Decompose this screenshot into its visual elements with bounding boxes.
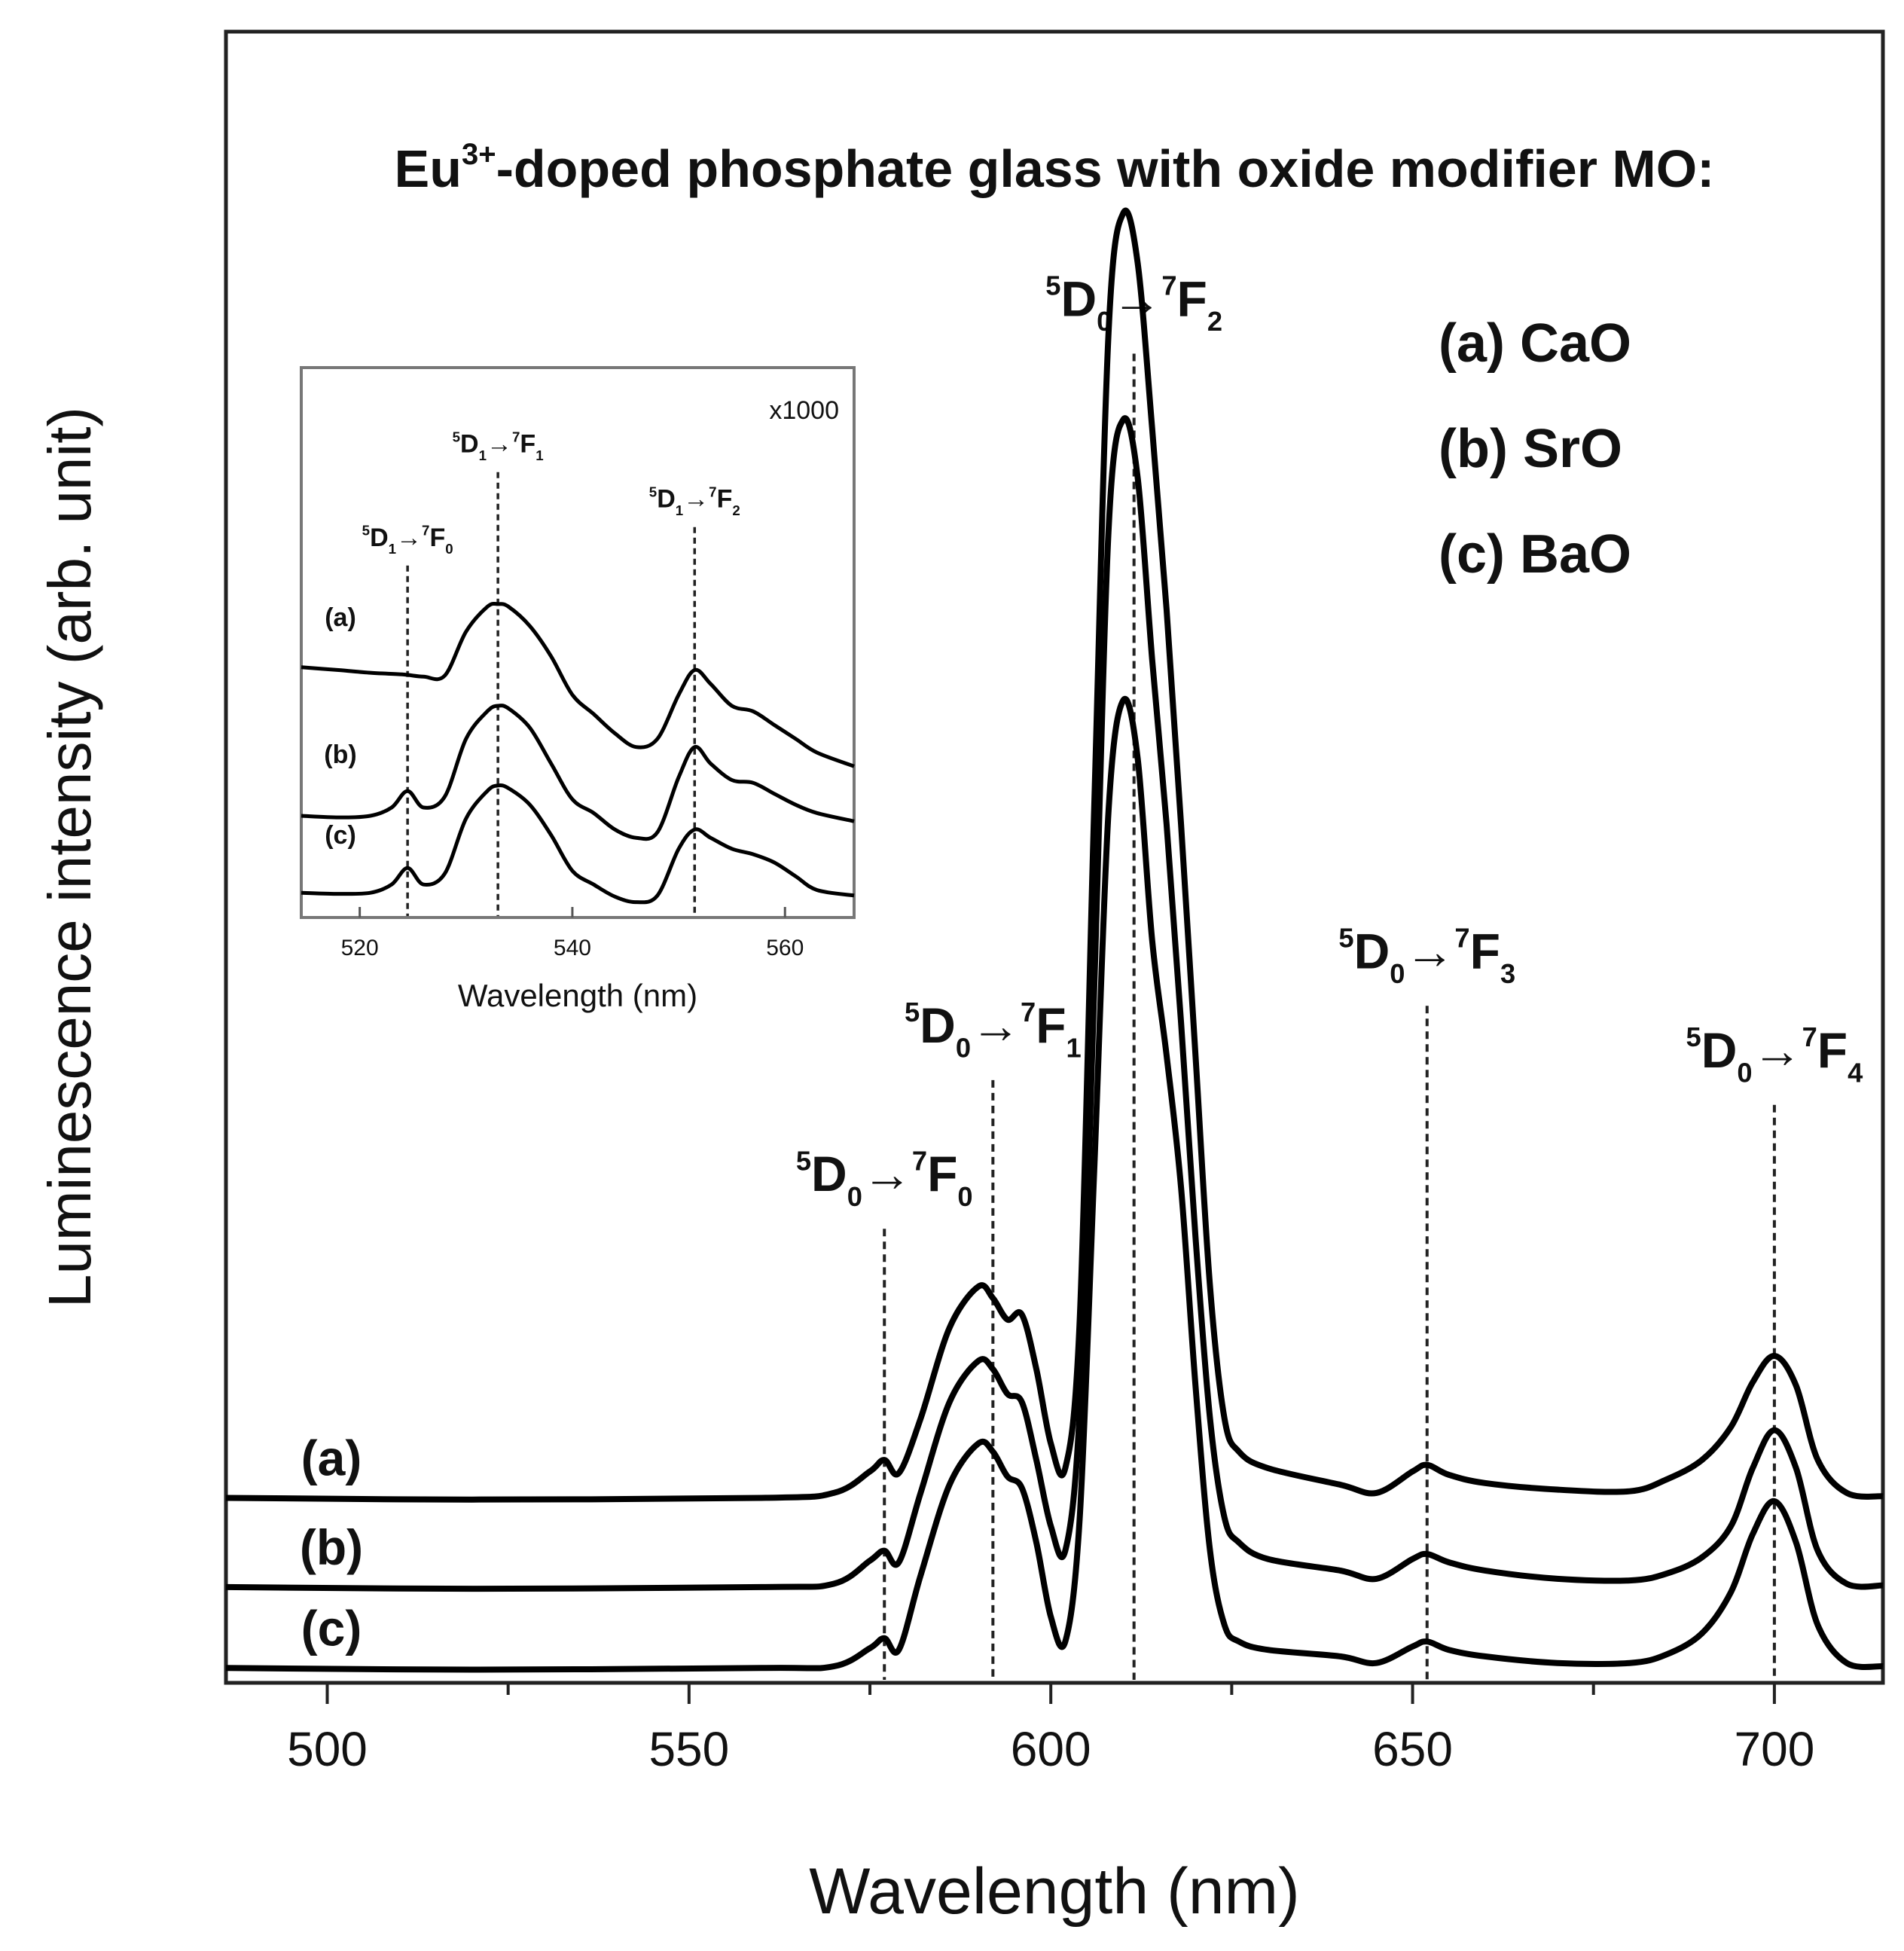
transition-label-part: 5 bbox=[1045, 270, 1060, 301]
transition-label-part: F bbox=[1036, 997, 1066, 1053]
transition-label-part: 3 bbox=[1500, 958, 1515, 989]
transition-label-part: → bbox=[396, 524, 422, 552]
transition-label-part: F bbox=[717, 485, 733, 514]
transition-label-part: 1 bbox=[389, 541, 396, 557]
transition-label-part: 0 bbox=[847, 1181, 862, 1212]
transition-label: 5D0→7F3 bbox=[1338, 923, 1515, 990]
transition-label-part: 1 bbox=[1066, 1033, 1082, 1064]
series-label: (a) bbox=[301, 1430, 362, 1485]
series-line-b bbox=[225, 415, 1884, 1592]
transition-label-part: D bbox=[370, 524, 389, 552]
transition-label-part: D bbox=[811, 1146, 847, 1201]
transition-label-part: F bbox=[520, 430, 536, 459]
transition-label-part: D bbox=[920, 997, 956, 1053]
inset-x-axis-label: Wavelength (nm) bbox=[458, 978, 697, 1013]
transition-label: 5D0→7F0 bbox=[796, 1145, 973, 1212]
inset-series-line-b bbox=[301, 704, 855, 841]
inset-transition-label: 5D1→7F0 bbox=[362, 523, 453, 557]
legend-entry: (a) CaO bbox=[1439, 313, 1631, 374]
transition-label-part: → bbox=[971, 997, 1021, 1053]
x-tick-label: 700 bbox=[1735, 1722, 1815, 1776]
transition-label-part: 0 bbox=[445, 541, 453, 557]
transition-label-part: 5 bbox=[1338, 923, 1353, 954]
transition-label-part: D bbox=[1060, 270, 1097, 326]
series-label: (b) bbox=[300, 1519, 363, 1575]
transition-label-part: 5 bbox=[649, 484, 657, 499]
transition-label-part: 0 bbox=[957, 1181, 972, 1212]
transition-label-part: 2 bbox=[732, 502, 740, 518]
transition-label-part: 5 bbox=[362, 523, 370, 539]
transition-label: 5D0→7F4 bbox=[1686, 1021, 1863, 1088]
transition-label-part: → bbox=[683, 485, 709, 514]
transition-label-part: 7 bbox=[1802, 1021, 1817, 1052]
transition-label-part: 0 bbox=[1737, 1058, 1752, 1088]
transition-label-part: → bbox=[1753, 1022, 1802, 1078]
inset-frame bbox=[300, 366, 856, 919]
x-axis-label: Wavelength (nm) bbox=[809, 1855, 1300, 1928]
transition-label-part: → bbox=[862, 1146, 912, 1201]
series-line-c bbox=[225, 695, 1884, 1673]
title-part: -doped phosphate glass with oxide modifi… bbox=[496, 139, 1715, 198]
transition-label-part: D bbox=[1701, 1022, 1738, 1078]
inset-x-tick-label: 560 bbox=[766, 936, 804, 960]
series-label: (c) bbox=[301, 1600, 362, 1656]
transition-label-part: 5 bbox=[1686, 1021, 1701, 1052]
transition-label-part: 0 bbox=[956, 1033, 971, 1064]
transition-label-part: 7 bbox=[709, 484, 716, 499]
inset-series-line-a bbox=[301, 601, 855, 768]
transition-label-part: F bbox=[927, 1146, 957, 1201]
inset-series-label: (c) bbox=[325, 821, 356, 850]
transition-label-part: 2 bbox=[1207, 306, 1222, 337]
transition-label-part: 5 bbox=[905, 997, 920, 1027]
x-tick-label: 500 bbox=[287, 1722, 368, 1776]
title-superscript: 3+ bbox=[462, 138, 496, 171]
transition-label-part: D bbox=[657, 485, 676, 514]
transition-label-part: 7 bbox=[1021, 997, 1036, 1027]
transition-label-part: 7 bbox=[1454, 923, 1469, 954]
inset-transition-label: 5D1→7F2 bbox=[649, 484, 740, 518]
transition-label-part: 5 bbox=[453, 429, 460, 444]
transition-label-part: F bbox=[1817, 1022, 1848, 1078]
inset-series-label: (b) bbox=[324, 740, 356, 769]
transition-label-part: → bbox=[1405, 923, 1454, 979]
inset-x-tick-label: 520 bbox=[341, 936, 379, 960]
inset-scale-note: x1000 bbox=[769, 396, 839, 425]
transition-label-part: 4 bbox=[1848, 1058, 1863, 1088]
y-axis-label: Luminescence intensity (arb. unit) bbox=[36, 407, 103, 1308]
transition-label-part: D bbox=[460, 430, 479, 459]
transition-label-part: F bbox=[1470, 923, 1500, 979]
inset-transition-label: 5D1→7F1 bbox=[453, 429, 544, 463]
transition-label-part: 1 bbox=[536, 447, 543, 463]
x-tick-label: 650 bbox=[1372, 1722, 1453, 1776]
transition-label-part: 1 bbox=[479, 447, 487, 463]
title-part: Eu bbox=[395, 139, 462, 198]
transition-label-part: → bbox=[487, 430, 512, 459]
transition-label-part: 0 bbox=[1390, 958, 1405, 989]
transition-label-part: F bbox=[429, 524, 445, 552]
transition-label-part: 7 bbox=[912, 1145, 927, 1176]
transition-label-part: F bbox=[1177, 270, 1207, 326]
legend-entry: (c) BaO bbox=[1439, 524, 1631, 585]
transition-label-part: 5 bbox=[796, 1145, 811, 1176]
transition-label-part: D bbox=[1354, 923, 1390, 979]
transition-label-part: 1 bbox=[676, 502, 683, 518]
transition-label-part: 7 bbox=[512, 429, 520, 444]
transition-label-part: 7 bbox=[422, 523, 429, 539]
inset-x-tick-label: 540 bbox=[554, 936, 591, 960]
inset-series-label: (a) bbox=[325, 603, 356, 632]
series-line-a bbox=[225, 207, 1884, 1503]
main-plot-frame bbox=[224, 29, 1885, 1685]
transition-label-part: 7 bbox=[1161, 270, 1176, 301]
transition-label: 5D0→7F1 bbox=[905, 997, 1082, 1064]
inset-series-line-c bbox=[301, 783, 855, 905]
x-tick-label: 600 bbox=[1011, 1722, 1091, 1776]
legend-entry: (b) SrO bbox=[1439, 419, 1622, 479]
chart-title: Eu3+-doped phosphate glass with oxide mo… bbox=[395, 138, 1715, 198]
x-tick-label: 550 bbox=[648, 1722, 729, 1776]
